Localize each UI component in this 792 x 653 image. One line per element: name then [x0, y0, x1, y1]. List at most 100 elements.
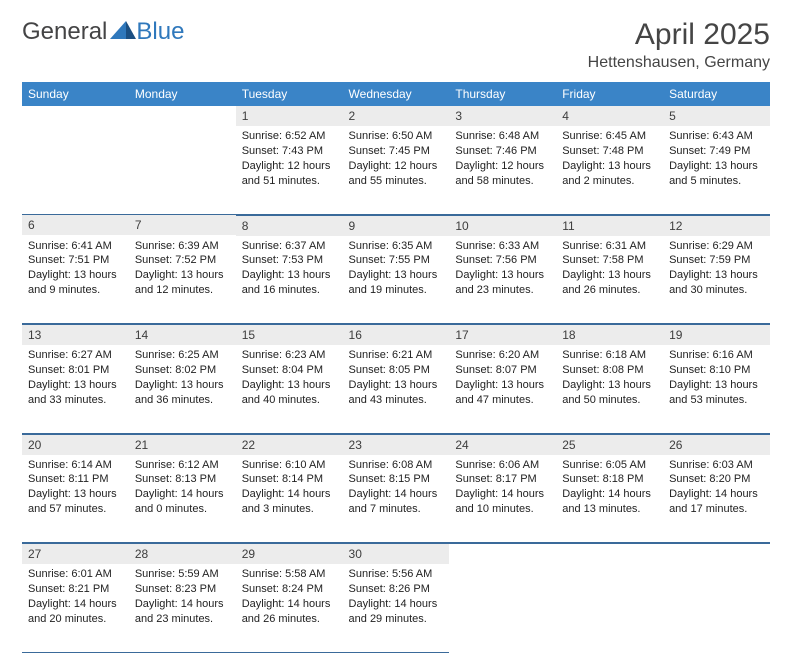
day-cell-body: Sunrise: 6:16 AMSunset: 8:10 PMDaylight:… — [663, 345, 770, 433]
week-body-row: Sunrise: 6:01 AMSunset: 8:21 PMDaylight:… — [22, 564, 770, 652]
day-number: 16 — [343, 324, 450, 345]
day-cell-header: 30 — [343, 543, 450, 565]
day-details: Sunrise: 6:25 AMSunset: 8:02 PMDaylight:… — [129, 345, 236, 413]
day-number: 9 — [343, 215, 450, 236]
day-cell-header: 24 — [449, 433, 556, 455]
day-cell-body: Sunrise: 6:25 AMSunset: 8:02 PMDaylight:… — [129, 345, 236, 433]
logo-part1: General — [22, 18, 107, 46]
day-details: Sunrise: 6:33 AMSunset: 7:56 PMDaylight:… — [449, 236, 556, 304]
day-details: Sunrise: 6:10 AMSunset: 8:14 PMDaylight:… — [236, 455, 343, 523]
day-cell-body: Sunrise: 6:23 AMSunset: 8:04 PMDaylight:… — [236, 345, 343, 433]
day-details: Sunrise: 6:50 AMSunset: 7:45 PMDaylight:… — [343, 126, 450, 194]
day-details: Sunrise: 6:08 AMSunset: 8:15 PMDaylight:… — [343, 455, 450, 523]
day-details: Sunrise: 6:39 AMSunset: 7:52 PMDaylight:… — [129, 236, 236, 304]
day-cell-header: 9 — [343, 214, 450, 236]
day-details: Sunrise: 6:21 AMSunset: 8:05 PMDaylight:… — [343, 345, 450, 413]
weekday-header: Monday — [129, 82, 236, 106]
week-body-row: Sunrise: 6:27 AMSunset: 8:01 PMDaylight:… — [22, 345, 770, 433]
day-details: Sunrise: 6:52 AMSunset: 7:43 PMDaylight:… — [236, 126, 343, 194]
week-daynum-row: 27282930 — [22, 543, 770, 565]
logo-part2: Blue — [136, 18, 184, 46]
day-number: 23 — [343, 434, 450, 455]
day-cell-body: Sunrise: 6:10 AMSunset: 8:14 PMDaylight:… — [236, 455, 343, 543]
day-number: 3 — [449, 106, 556, 126]
day-number — [663, 543, 770, 550]
day-cell-header: 20 — [22, 433, 129, 455]
day-details: Sunrise: 6:06 AMSunset: 8:17 PMDaylight:… — [449, 455, 556, 523]
week-body-row: Sunrise: 6:52 AMSunset: 7:43 PMDaylight:… — [22, 126, 770, 214]
day-cell-header — [129, 106, 236, 126]
weekday-header: Wednesday — [343, 82, 450, 106]
day-details: Sunrise: 6:37 AMSunset: 7:53 PMDaylight:… — [236, 236, 343, 304]
day-number: 6 — [22, 214, 129, 235]
day-number: 28 — [129, 543, 236, 564]
day-details: Sunrise: 6:01 AMSunset: 8:21 PMDaylight:… — [22, 564, 129, 632]
day-cell-body: Sunrise: 6:48 AMSunset: 7:46 PMDaylight:… — [449, 126, 556, 214]
day-cell-body: Sunrise: 6:20 AMSunset: 8:07 PMDaylight:… — [449, 345, 556, 433]
day-cell-header: 1 — [236, 106, 343, 126]
day-number: 26 — [663, 434, 770, 455]
day-cell-body: Sunrise: 6:12 AMSunset: 8:13 PMDaylight:… — [129, 455, 236, 543]
day-cell-body: Sunrise: 6:14 AMSunset: 8:11 PMDaylight:… — [22, 455, 129, 543]
day-cell-body: Sunrise: 6:06 AMSunset: 8:17 PMDaylight:… — [449, 455, 556, 543]
day-cell-header: 11 — [556, 214, 663, 236]
day-number: 14 — [129, 324, 236, 345]
day-number: 21 — [129, 434, 236, 455]
day-cell-body: Sunrise: 6:35 AMSunset: 7:55 PMDaylight:… — [343, 236, 450, 324]
day-cell-body — [22, 126, 129, 214]
week-daynum-row: 12345 — [22, 106, 770, 126]
day-cell-header — [22, 106, 129, 126]
day-number: 7 — [129, 214, 236, 235]
day-number: 24 — [449, 434, 556, 455]
day-cell-body: Sunrise: 6:33 AMSunset: 7:56 PMDaylight:… — [449, 236, 556, 324]
day-cell-header: 29 — [236, 543, 343, 565]
day-cell-body: Sunrise: 6:31 AMSunset: 7:58 PMDaylight:… — [556, 236, 663, 324]
day-details: Sunrise: 6:18 AMSunset: 8:08 PMDaylight:… — [556, 345, 663, 413]
day-cell-header: 8 — [236, 214, 343, 236]
day-cell-header: 7 — [129, 214, 236, 236]
day-number: 20 — [22, 434, 129, 455]
day-number: 1 — [236, 106, 343, 126]
week-body-row: Sunrise: 6:14 AMSunset: 8:11 PMDaylight:… — [22, 455, 770, 543]
day-cell-body: Sunrise: 6:39 AMSunset: 7:52 PMDaylight:… — [129, 236, 236, 324]
day-number: 4 — [556, 106, 663, 126]
day-cell-body: Sunrise: 6:18 AMSunset: 8:08 PMDaylight:… — [556, 345, 663, 433]
day-cell-header: 12 — [663, 214, 770, 236]
day-cell-header: 23 — [343, 433, 450, 455]
day-number: 2 — [343, 106, 450, 126]
day-cell-header: 18 — [556, 324, 663, 346]
day-number: 25 — [556, 434, 663, 455]
week-daynum-row: 13141516171819 — [22, 324, 770, 346]
day-number: 12 — [663, 215, 770, 236]
day-details: Sunrise: 6:23 AMSunset: 8:04 PMDaylight:… — [236, 345, 343, 413]
day-cell-header: 17 — [449, 324, 556, 346]
day-cell-body: Sunrise: 5:56 AMSunset: 8:26 PMDaylight:… — [343, 564, 450, 652]
day-details: Sunrise: 6:43 AMSunset: 7:49 PMDaylight:… — [663, 126, 770, 194]
day-details: Sunrise: 6:45 AMSunset: 7:48 PMDaylight:… — [556, 126, 663, 194]
day-cell-body: Sunrise: 6:29 AMSunset: 7:59 PMDaylight:… — [663, 236, 770, 324]
day-number — [22, 106, 129, 112]
week-daynum-row: 20212223242526 — [22, 433, 770, 455]
day-cell-body: Sunrise: 6:50 AMSunset: 7:45 PMDaylight:… — [343, 126, 450, 214]
day-details: Sunrise: 6:14 AMSunset: 8:11 PMDaylight:… — [22, 455, 129, 523]
day-details: Sunrise: 6:29 AMSunset: 7:59 PMDaylight:… — [663, 236, 770, 304]
day-number: 22 — [236, 434, 343, 455]
day-cell-body: Sunrise: 6:27 AMSunset: 8:01 PMDaylight:… — [22, 345, 129, 433]
day-cell-body: Sunrise: 5:59 AMSunset: 8:23 PMDaylight:… — [129, 564, 236, 652]
day-cell-body — [556, 564, 663, 652]
day-cell-header: 15 — [236, 324, 343, 346]
day-cell-header: 25 — [556, 433, 663, 455]
day-cell-body: Sunrise: 6:21 AMSunset: 8:05 PMDaylight:… — [343, 345, 450, 433]
day-details: Sunrise: 6:20 AMSunset: 8:07 PMDaylight:… — [449, 345, 556, 413]
day-cell-header: 28 — [129, 543, 236, 565]
day-cell-header: 6 — [22, 214, 129, 236]
weekday-header: Friday — [556, 82, 663, 106]
calendar-table: Sunday Monday Tuesday Wednesday Thursday… — [22, 82, 770, 653]
day-number: 19 — [663, 324, 770, 345]
day-details: Sunrise: 6:27 AMSunset: 8:01 PMDaylight:… — [22, 345, 129, 413]
day-number: 18 — [556, 324, 663, 345]
day-cell-body: Sunrise: 5:58 AMSunset: 8:24 PMDaylight:… — [236, 564, 343, 652]
day-cell-header: 14 — [129, 324, 236, 346]
day-number: 15 — [236, 324, 343, 345]
day-cell-body: Sunrise: 6:41 AMSunset: 7:51 PMDaylight:… — [22, 236, 129, 324]
